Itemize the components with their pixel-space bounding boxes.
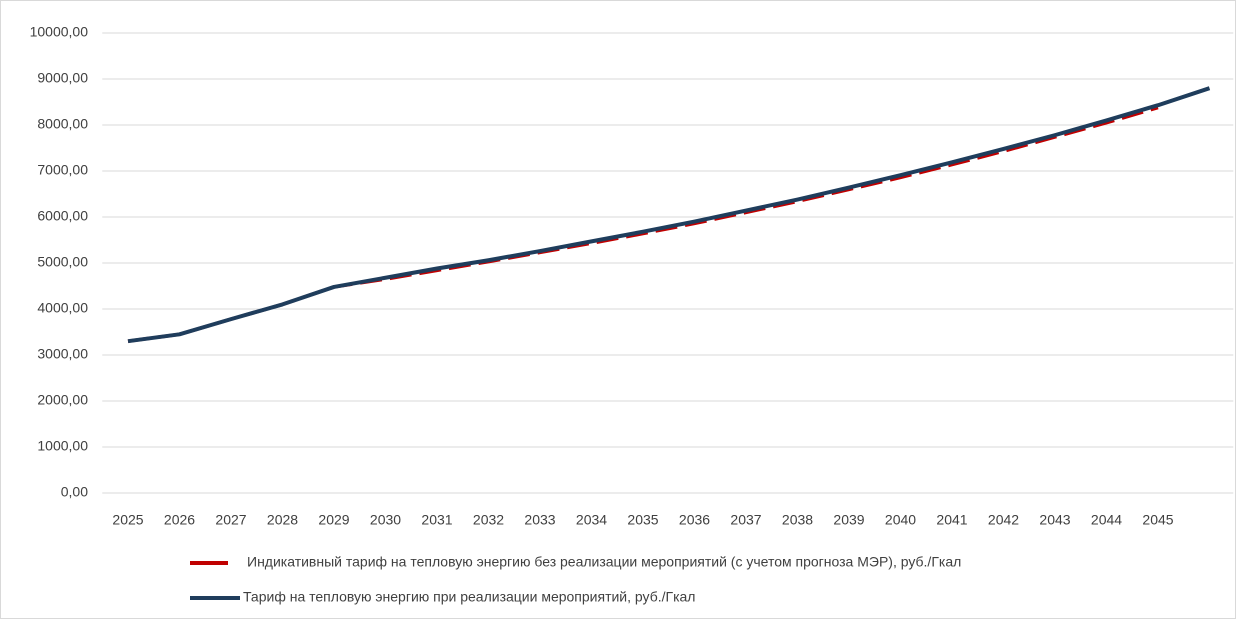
x-tick-label: 2029 (318, 512, 349, 528)
x-tick-label: 2045 (1142, 512, 1173, 528)
y-tick-label: 3000,00 (37, 346, 88, 362)
x-tick-label: 2039 (833, 512, 864, 528)
y-tick-label: 10000,00 (30, 24, 89, 40)
series-line (127, 86, 1211, 344)
y-tick-label: 5000,00 (37, 254, 88, 270)
x-tick-label: 2025 (112, 512, 143, 528)
x-tick-label: 2036 (679, 512, 710, 528)
x-tick-label: 2034 (576, 512, 607, 528)
x-tick-label: 2030 (370, 512, 401, 528)
y-tick-label: 1000,00 (37, 438, 88, 454)
y-tick-label: 4000,00 (37, 300, 88, 316)
x-tick-label: 2042 (988, 512, 1019, 528)
x-tick-label: 2038 (782, 512, 813, 528)
legend-label: Индикативный тариф на тепловую энергию б… (247, 554, 961, 570)
y-tick-label: 0,00 (61, 484, 88, 500)
y-tick-label: 7000,00 (37, 162, 88, 178)
y-tick-label: 8000,00 (37, 116, 88, 132)
x-tick-label: 2035 (627, 512, 658, 528)
x-tick-label: 2027 (215, 512, 246, 528)
x-tick-label: 2026 (164, 512, 195, 528)
x-tick-label: 2043 (1039, 512, 1070, 528)
x-tick-label: 2033 (524, 512, 555, 528)
x-tick-label: 2031 (421, 512, 452, 528)
x-tick-label: 2040 (885, 512, 916, 528)
x-tick-label: 2032 (473, 512, 504, 528)
x-tick-label: 2037 (730, 512, 761, 528)
y-tick-label: 2000,00 (37, 392, 88, 408)
y-tick-label: 6000,00 (37, 208, 88, 224)
x-tick-label: 2028 (267, 512, 298, 528)
x-tick-label: 2041 (936, 512, 967, 528)
x-tick-label: 2044 (1091, 512, 1122, 528)
y-tick-label: 9000,00 (37, 70, 88, 86)
legend-label: Тариф на тепловую энергию при реализации… (243, 589, 695, 605)
